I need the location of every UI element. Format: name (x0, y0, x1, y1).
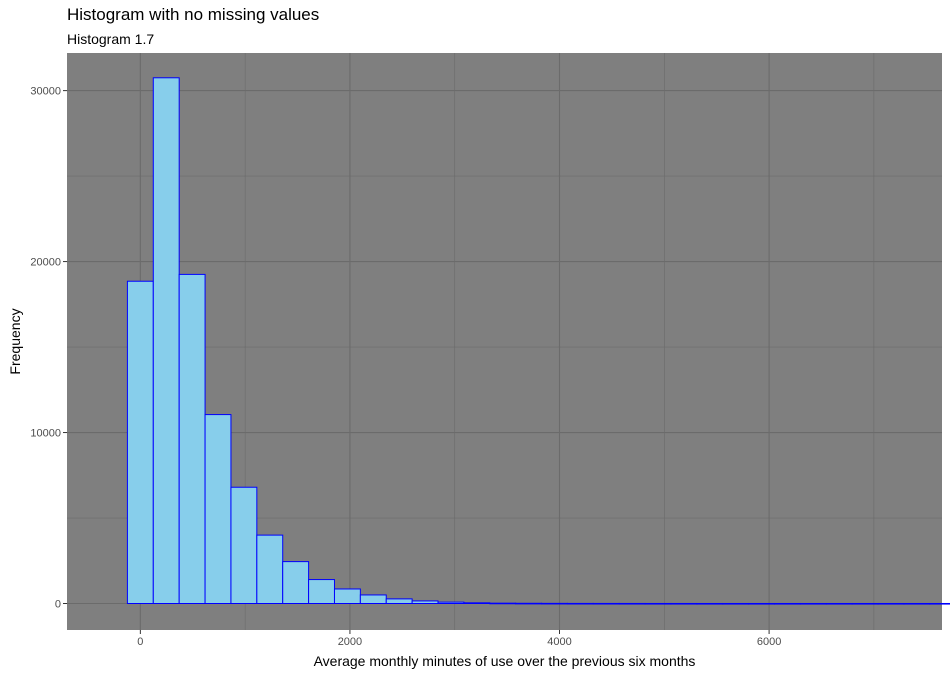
x-axis-title: Average monthly minutes of use over the … (314, 653, 696, 669)
histogram-bar (126, 280, 154, 605)
histogram-bar (696, 602, 724, 605)
histogram-bar (437, 601, 465, 605)
histogram-bar (204, 414, 232, 605)
x-tick-label: 2000 (338, 636, 362, 648)
histogram-bar (515, 602, 543, 605)
histogram-bar (566, 602, 594, 605)
y-tick-label: 30000 (30, 86, 61, 98)
histogram-bar (489, 602, 517, 605)
x-tick-label: 0 (137, 636, 143, 648)
x-tick-label: 6000 (757, 636, 781, 648)
chart-title: Histogram with no missing values (67, 5, 320, 24)
y-tick-label: 0 (55, 599, 61, 611)
histogram-bar (541, 602, 568, 605)
histogram-bar (851, 602, 879, 605)
histogram-bar (359, 594, 387, 605)
histogram-bar (308, 579, 335, 605)
x-axis-ticks: 0 2000 4000 6000 (137, 630, 781, 648)
histogram-bar (825, 602, 853, 605)
histogram-bar (799, 602, 827, 605)
histogram-bar (644, 602, 672, 605)
histogram-bar (722, 602, 750, 605)
y-axis-title: Frequency (7, 308, 23, 374)
histogram-bar (877, 602, 905, 605)
histogram-bar (618, 602, 646, 605)
histogram-bar (748, 602, 775, 605)
histogram-bar (411, 600, 439, 605)
y-tick-label: 20000 (30, 257, 61, 269)
histogram-bar (152, 77, 180, 605)
histogram-bar (230, 486, 258, 605)
histogram-bar (385, 598, 413, 605)
histogram-bar (592, 602, 620, 605)
histogram-bar (903, 602, 931, 605)
histogram-bar (282, 561, 310, 605)
histogram-bar (773, 602, 801, 605)
x-tick-label: 4000 (547, 636, 571, 648)
chart-subtitle: Histogram 1.7 (67, 31, 155, 47)
histogram-bar (670, 602, 698, 605)
y-tick-label: 10000 (30, 428, 61, 440)
histogram-bar (463, 602, 491, 605)
histogram-bars (126, 77, 950, 605)
histogram-bar (178, 273, 206, 605)
y-axis-ticks: 0 10000 20000 30000 (30, 86, 67, 611)
histogram-bar (256, 534, 284, 605)
histogram-bar (333, 588, 361, 605)
histogram-bar (929, 602, 950, 605)
